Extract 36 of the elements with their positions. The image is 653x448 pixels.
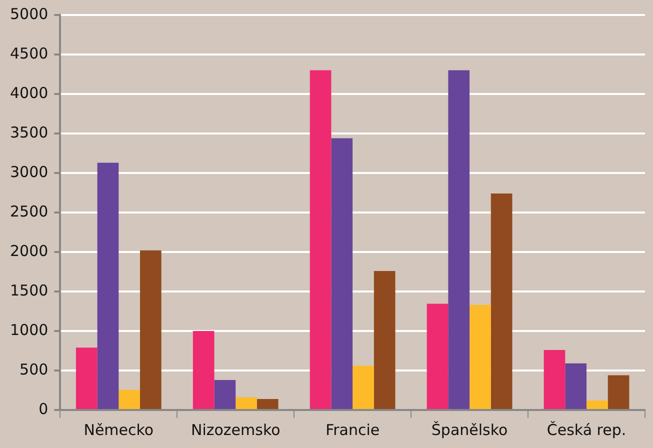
bar	[448, 70, 470, 409]
x-tick-label: Nizozemsko	[190, 420, 280, 439]
x-tick-label: Německo	[84, 420, 154, 439]
bar	[331, 138, 353, 409]
y-tick-label: 0	[38, 400, 48, 418]
x-tick-label: Česká rep.	[546, 420, 626, 439]
bar	[544, 350, 566, 409]
bar	[97, 162, 119, 409]
bar	[118, 390, 140, 409]
y-tick-label: 2500	[10, 202, 48, 220]
bar	[470, 304, 491, 409]
bar	[192, 331, 214, 409]
bar	[426, 304, 448, 409]
bar	[565, 363, 587, 409]
y-tick-label: 3000	[10, 162, 48, 181]
y-tick-label: 1500	[10, 281, 48, 300]
x-tick-label: Španělsko	[431, 420, 508, 439]
y-tick-label: 1000	[10, 320, 48, 339]
x-tick-label: Francie	[326, 420, 380, 439]
bar	[214, 380, 236, 409]
y-tick-label: 4500	[10, 44, 48, 62]
y-tick-label: 3500	[10, 123, 48, 142]
y-tick-label: 5000	[10, 4, 48, 23]
y-tick-label: 2000	[10, 242, 48, 260]
bar	[608, 375, 630, 409]
bar	[236, 397, 257, 409]
bar	[256, 398, 278, 409]
y-tick-label: 500	[20, 360, 48, 378]
bar	[352, 366, 374, 409]
bar	[490, 194, 512, 409]
bar	[310, 70, 332, 409]
bar	[76, 348, 98, 409]
bar	[374, 270, 396, 409]
bar	[586, 400, 608, 409]
y-tick-label: 4000	[10, 84, 48, 102]
bar	[140, 250, 162, 409]
